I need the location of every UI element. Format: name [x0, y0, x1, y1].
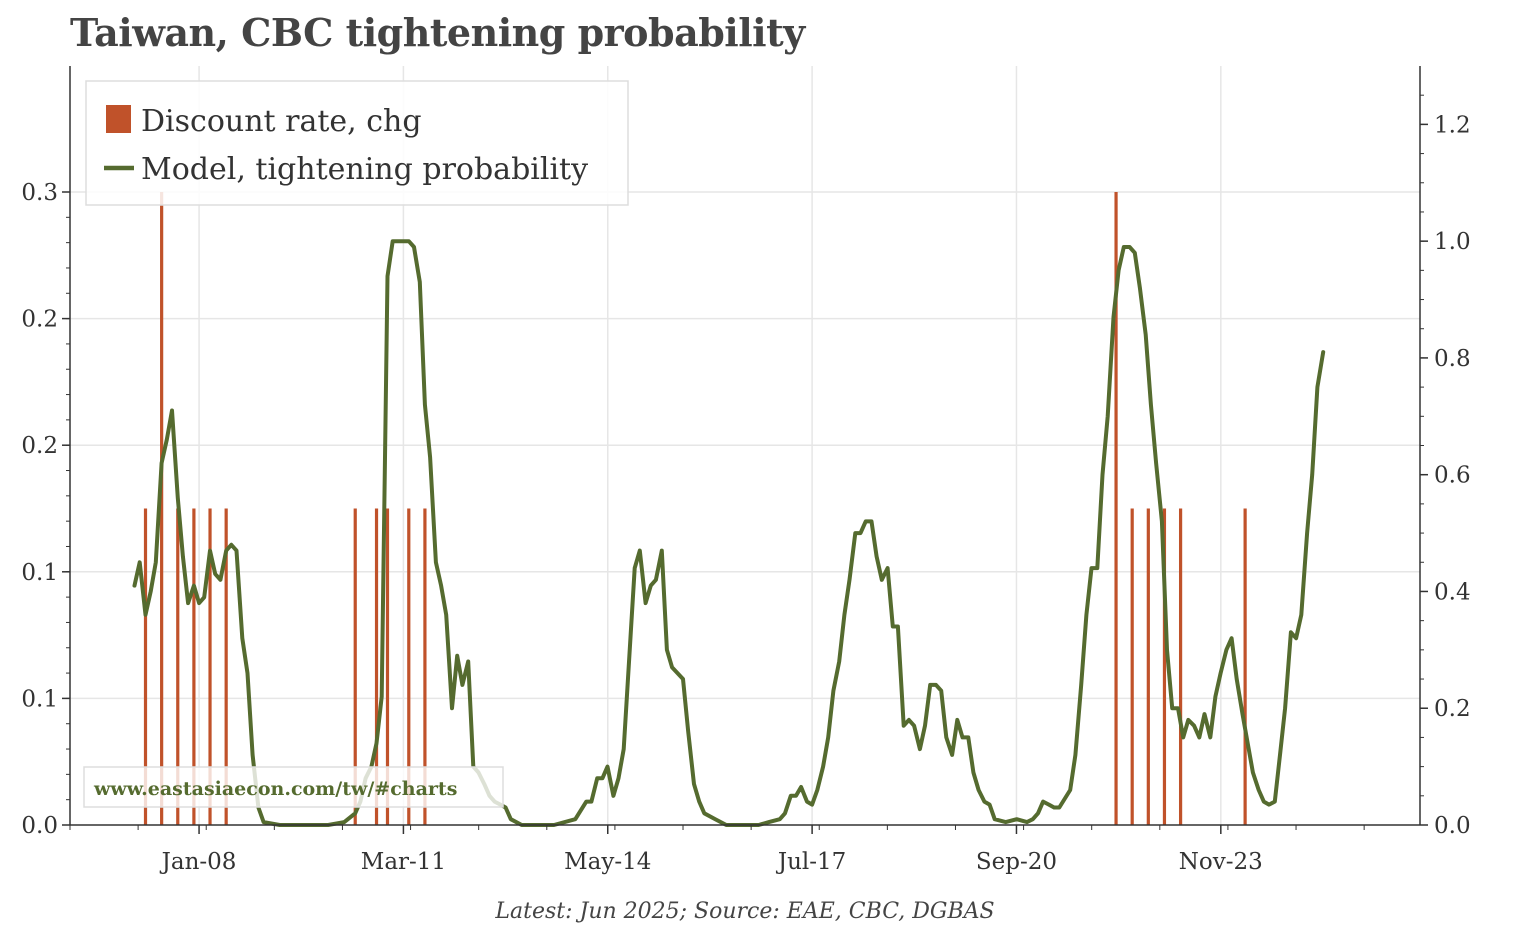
legend-bar-swatch [106, 105, 131, 133]
left-tick-label: 0.1 [21, 686, 58, 712]
right-tick-label: 0.4 [1434, 579, 1471, 605]
discount-rate-bar [143, 508, 148, 825]
right-tick-label: 0.8 [1434, 346, 1471, 372]
source-note: Latest: Jun 2025; Source: EAE, CBC, DGBA… [494, 899, 994, 924]
left-tick-label: 0.0 [21, 813, 58, 839]
right-tick-label: 0.2 [1434, 696, 1471, 722]
right-tick-label: 1.0 [1434, 229, 1471, 255]
left-tick-label: 0.1 [21, 560, 58, 586]
discount-rate-bar [1114, 192, 1118, 825]
x-tick-label: Nov-23 [1179, 849, 1263, 875]
right-tick-label: 0.0 [1434, 813, 1471, 839]
discount-rate-bar [1178, 508, 1183, 825]
legend-box [85, 80, 629, 206]
legend-label-discount-rate: Discount rate, chg [141, 104, 422, 139]
legend: Discount rate, chg Model, tightening pro… [85, 80, 629, 206]
watermark-box [83, 766, 504, 808]
watermark-text: www.eastasiaecon.com/tw/#charts [93, 778, 457, 800]
discount-rate-bar [1146, 508, 1150, 825]
discount-rate-bar [1162, 508, 1167, 825]
legend-label-model: Model, tightening probability [141, 152, 588, 187]
x-tick-label: Mar-11 [361, 849, 446, 875]
discount-rate-bar [224, 508, 228, 825]
discount-rate-bar [423, 508, 427, 825]
watermark: www.eastasiaecon.com/tw/#charts [83, 766, 504, 808]
discount-rate-bar [374, 508, 379, 825]
discount-rate-bar [176, 508, 180, 825]
discount-rate-bar [1243, 508, 1247, 825]
x-tick-label: May-14 [564, 849, 651, 875]
right-tick-label: 0.6 [1434, 463, 1471, 489]
discount-rate-bar [385, 508, 390, 825]
discount-rate-bar [353, 508, 357, 825]
discount-rate-bars [143, 192, 1247, 825]
discount-rate-bar [1130, 508, 1134, 825]
axes: 0.0 0.1 0.1 0.2 0.2 0.3 0.0 0.2 0.4 0.6 0.8 1.0 1.2 J… [21, 66, 1471, 875]
x-tick-label: Sep-20 [976, 849, 1057, 875]
chart-title: Taiwan, CBC tightening probability [70, 10, 805, 55]
x-tick-label: Jan-08 [160, 849, 237, 875]
discount-rate-bar [192, 508, 196, 825]
left-tick-label: 0.2 [21, 433, 58, 459]
right-tick-label: 1.2 [1434, 112, 1471, 138]
model-probability-line [132, 239, 1326, 827]
x-tick-label: Jul-17 [776, 849, 846, 875]
left-tick-label: 0.2 [21, 307, 58, 333]
discount-rate-bar [407, 508, 411, 825]
left-tick-label: 0.3 [21, 180, 58, 206]
discount-rate-bar [208, 508, 212, 825]
discount-rate-bar [160, 192, 164, 825]
model-probability-line-layer [132, 239, 1326, 827]
